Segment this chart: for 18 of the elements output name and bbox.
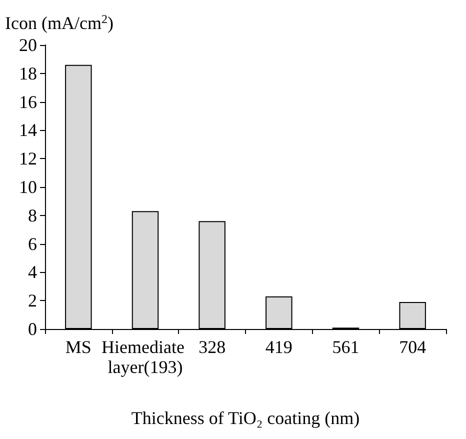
y-tick-label: 16	[19, 92, 37, 112]
y-tick-label: 6	[28, 234, 37, 254]
y-tick-label: 4	[28, 262, 37, 282]
y-tick-label: 20	[19, 35, 37, 55]
y-tick-label: 10	[19, 177, 37, 197]
y-tick-label: 18	[19, 63, 37, 84]
x-tick-label: 704	[399, 337, 426, 357]
y-tick-label: 8	[28, 205, 37, 226]
y-tick-label: 12	[19, 148, 37, 169]
y-tick-label: 14	[19, 120, 37, 140]
x-axis-title: Thickness of TiO₂ coating (nm)	[131, 408, 360, 428]
x-tick-label: 561	[332, 337, 360, 357]
x-tick-label: MS	[65, 337, 92, 357]
y-tick-label: 0	[28, 319, 37, 339]
y-tick-label: 2	[28, 290, 37, 311]
x-tick-label: 419	[265, 337, 292, 357]
x-tick-label: Hiemediate layer(193)	[102, 337, 189, 377]
x-tick-label: 328	[198, 337, 226, 357]
